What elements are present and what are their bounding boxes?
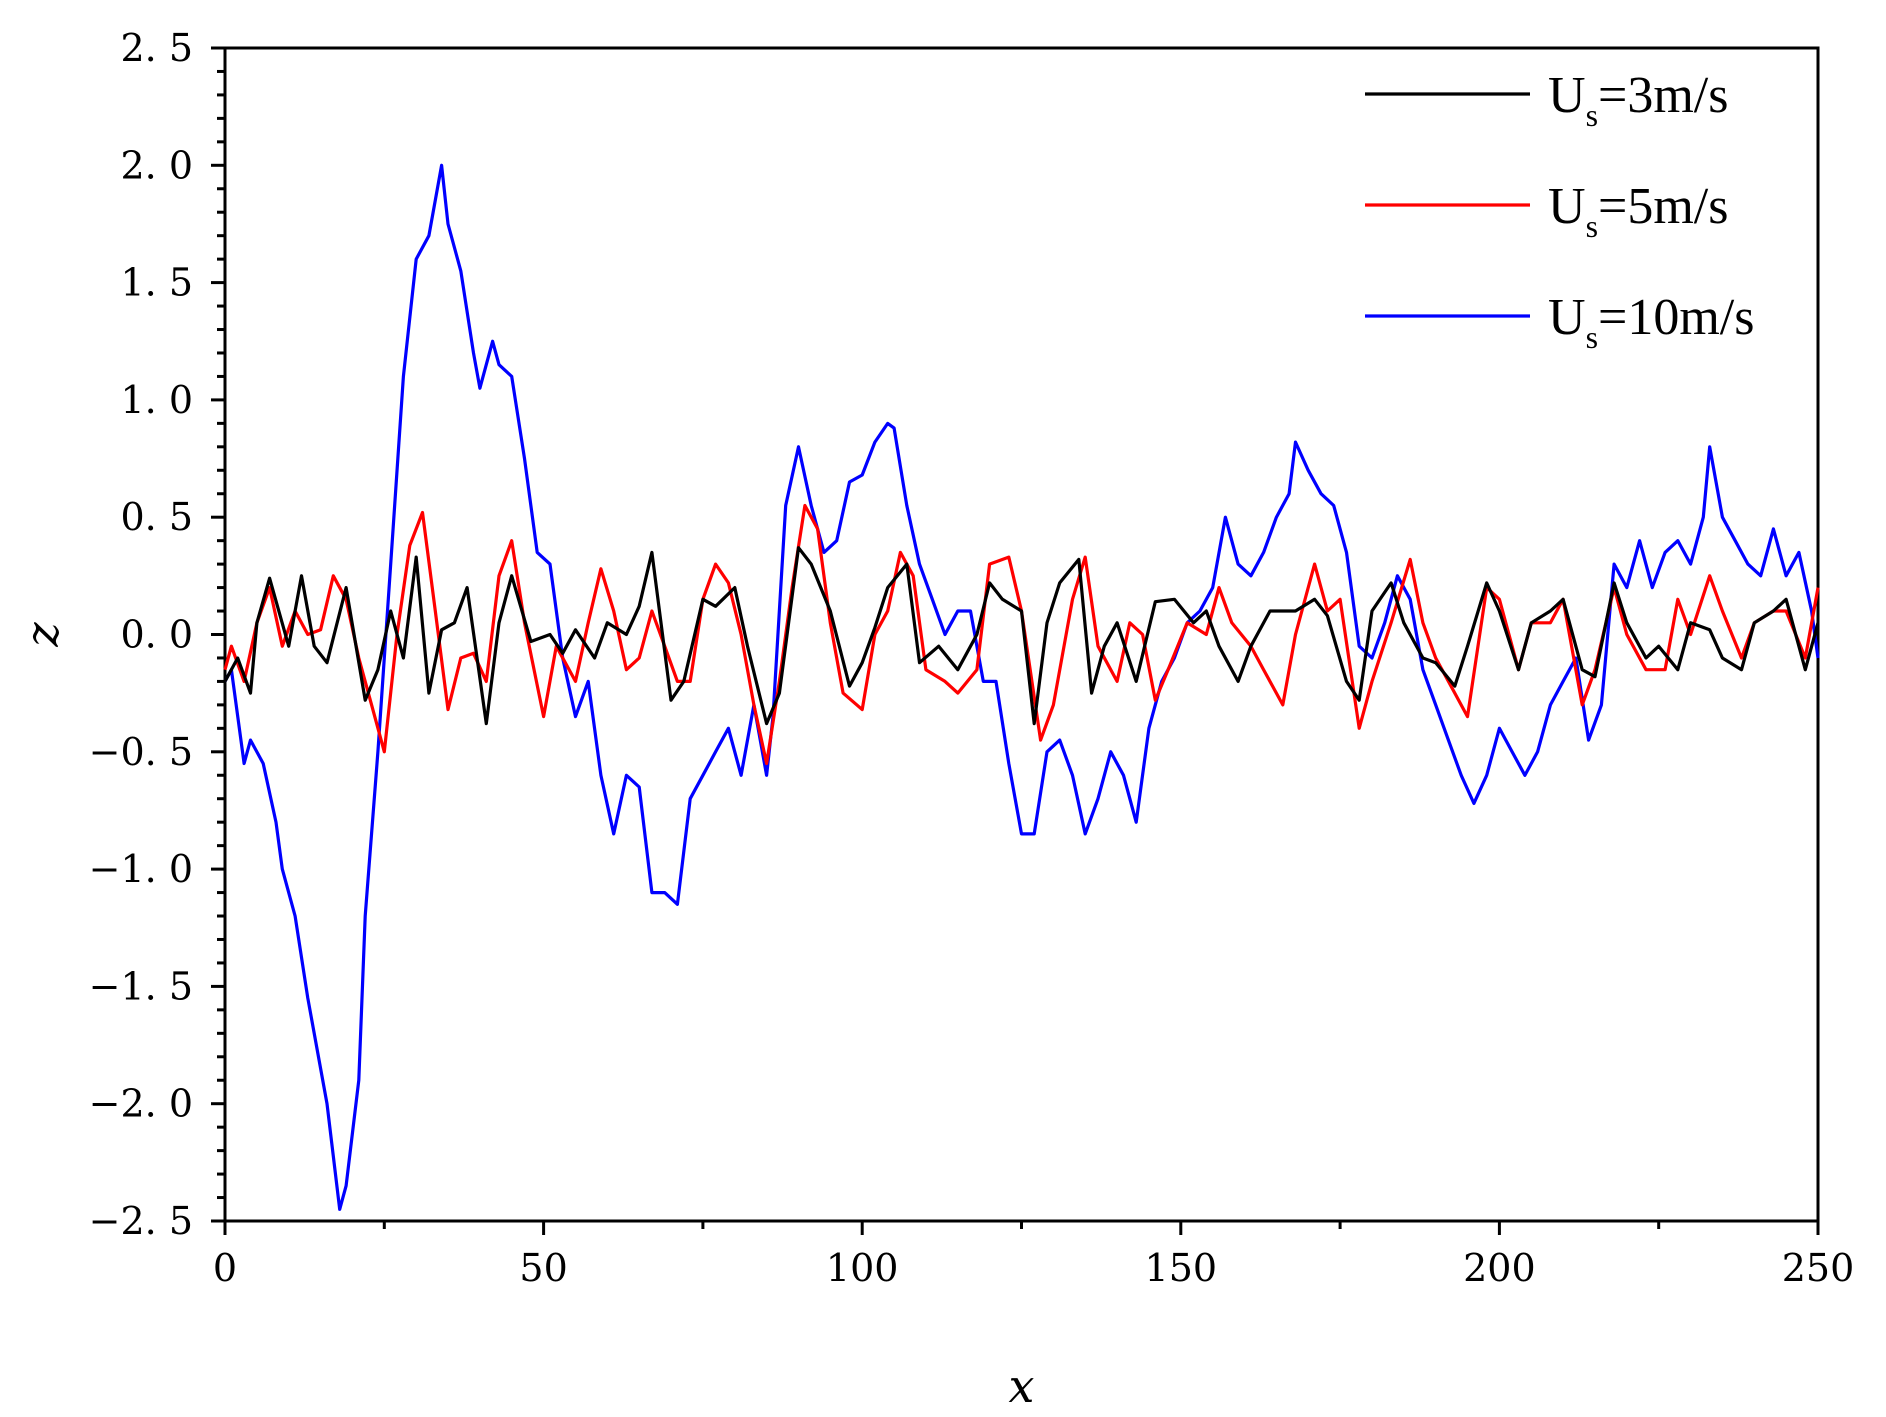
y-tick-label: −1. 0 bbox=[89, 847, 193, 891]
legend-label: Us=5m/s bbox=[1548, 178, 1728, 244]
x-tick-label: 150 bbox=[1145, 1246, 1218, 1290]
y-tick-label: −1. 5 bbox=[89, 964, 193, 1008]
x-tick-label: 250 bbox=[1782, 1246, 1855, 1290]
legend: Us=3m/sUs=5m/sUs=10m/s bbox=[1365, 67, 1754, 355]
legend-label-sub: s bbox=[1586, 319, 1598, 355]
y-tick-label: 1. 5 bbox=[120, 261, 193, 305]
y-tick-label: 1. 0 bbox=[120, 378, 193, 422]
y-axis: 2. 5 2. 0 1. 5 1. 0 0. 5 0. 0 −0. 5 −1. 0 −1. 5 −… bbox=[89, 26, 225, 1243]
series-line-1 bbox=[223, 503, 1820, 766]
x-axis: 0 50 100 150 200 250 bbox=[213, 1221, 1854, 1290]
x-tick-label: 100 bbox=[826, 1246, 899, 1290]
x-tick-label: 50 bbox=[519, 1246, 567, 1290]
y-axis-title: z bbox=[15, 622, 69, 648]
legend-label-main: U bbox=[1548, 67, 1586, 124]
legend-label-sub: s bbox=[1586, 208, 1598, 244]
series-layer bbox=[223, 163, 1820, 1211]
legend-label-rest: =10m/s bbox=[1598, 289, 1754, 346]
series-line-0 bbox=[223, 546, 1820, 726]
x-tick-label: 0 bbox=[213, 1246, 237, 1290]
x-tick-label: 200 bbox=[1463, 1246, 1536, 1290]
y-tick-label: 0. 5 bbox=[120, 495, 193, 539]
legend-label-main: U bbox=[1548, 289, 1586, 346]
legend-label: Us=10m/s bbox=[1548, 289, 1754, 355]
y-tick-label: −0. 5 bbox=[89, 730, 193, 774]
y-tick-label: 2. 5 bbox=[120, 26, 193, 70]
y-tick-label: 2. 0 bbox=[120, 143, 193, 187]
legend-label-rest: =3m/s bbox=[1598, 67, 1728, 124]
legend-label-main: U bbox=[1548, 178, 1586, 235]
y-tick-label: −2. 5 bbox=[89, 1199, 193, 1243]
legend-label-sub: s bbox=[1586, 97, 1598, 133]
y-tick-label: 0. 0 bbox=[120, 613, 193, 657]
x-axis-title: x bbox=[1009, 1359, 1035, 1413]
legend-label-rest: =5m/s bbox=[1598, 178, 1728, 235]
series-line-2 bbox=[223, 163, 1820, 1211]
legend-label: Us=3m/s bbox=[1548, 67, 1728, 133]
y-tick-label: −2. 0 bbox=[89, 1082, 193, 1126]
